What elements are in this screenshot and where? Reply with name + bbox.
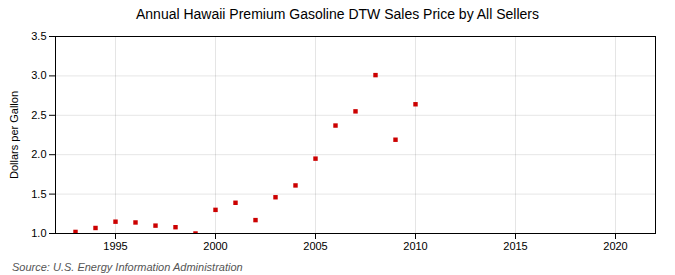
svg-text:2005: 2005	[303, 240, 327, 252]
html-text:Source: U.S. Energy Informatio: Source: U.S. Energy Information Administ…	[12, 261, 243, 273]
svg-text:1.5: 1.5	[31, 188, 46, 200]
svg-text:2020: 2020	[603, 240, 627, 252]
svg-text:3.5: 3.5	[31, 30, 46, 42]
svg-text:2000: 2000	[203, 240, 227, 252]
svg-text:2010: 2010	[403, 240, 427, 252]
svg-text:2.0: 2.0	[31, 148, 46, 160]
svg-text:2.5: 2.5	[31, 109, 46, 121]
svg-text:1.0: 1.0	[31, 227, 46, 239]
svg-text:1995: 1995	[103, 240, 127, 252]
svg-text:Dollars per Gallon: Dollars per Gallon	[8, 91, 20, 179]
svg-text:2015: 2015	[503, 240, 527, 252]
html-text:Annual Hawaii Premium Gasoline: Annual Hawaii Premium Gasoline DTW Sales…	[136, 6, 539, 22]
svg-text:3.0: 3.0	[31, 69, 46, 81]
